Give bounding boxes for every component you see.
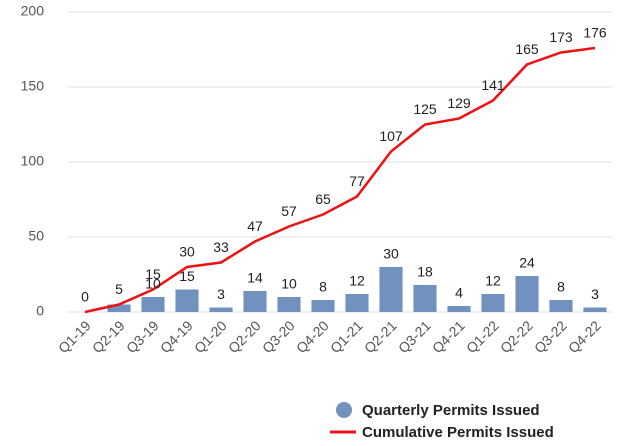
bar	[413, 285, 437, 312]
bar	[311, 300, 335, 312]
y-tick-label: 150	[21, 78, 45, 94]
y-tick-label: 50	[28, 228, 44, 244]
line-label: 141	[481, 77, 505, 93]
legend-label: Cumulative Permits Issued	[362, 424, 554, 441]
x-tick-label: Q3-19	[123, 317, 162, 356]
line-label: 125	[413, 101, 437, 117]
y-tick-label: 100	[21, 153, 45, 169]
x-tick-label: Q3-22	[531, 317, 570, 356]
bar	[345, 294, 369, 312]
line-label: 47	[247, 218, 263, 234]
bar	[277, 297, 301, 312]
x-tick-label: Q1-21	[327, 317, 366, 356]
bar	[515, 276, 539, 312]
legend-marker	[336, 402, 352, 418]
x-tick-label: Q4-19	[157, 317, 196, 356]
x-tick-label: Q1-22	[463, 317, 502, 356]
x-tick-label: Q2-20	[225, 317, 264, 356]
y-tick-label: 200	[21, 3, 45, 19]
bar	[379, 267, 403, 312]
legend-label: Quarterly Permits Issued	[362, 402, 540, 419]
line-label: 57	[281, 203, 297, 219]
x-tick-label: Q1-19	[55, 317, 94, 356]
bar-label: 24	[519, 255, 535, 271]
x-tick-label: Q4-20	[293, 317, 332, 356]
bar-label: 12	[349, 273, 365, 289]
bar	[583, 307, 607, 312]
line-label: 15	[145, 266, 161, 282]
bar-label: 30	[383, 246, 399, 262]
line-label: 65	[315, 191, 331, 207]
line-label: 33	[213, 239, 229, 255]
bar	[209, 307, 233, 312]
bar-label: 14	[247, 270, 263, 286]
line-label: 176	[583, 25, 607, 41]
bar	[481, 294, 505, 312]
bar-label: 3	[217, 286, 225, 302]
x-tick-label: Q4-22	[565, 317, 604, 356]
x-tick-label: Q3-20	[259, 317, 298, 356]
y-tick-label: 0	[36, 303, 44, 319]
line-label: 173	[549, 29, 573, 45]
bar-label: 3	[591, 286, 599, 302]
bar-label: 18	[417, 264, 433, 280]
bar-label: 12	[485, 273, 501, 289]
bar	[175, 289, 199, 312]
line-label: 5	[115, 281, 123, 297]
bar	[243, 291, 267, 312]
bar	[549, 300, 573, 312]
bar	[107, 304, 131, 312]
x-tick-label: Q1-20	[191, 317, 230, 356]
bar-label: 4	[455, 285, 463, 301]
bar-label: 8	[319, 279, 327, 295]
line-label: 107	[379, 128, 403, 144]
bar-label: 8	[557, 279, 565, 295]
x-tick-label: Q2-19	[89, 317, 128, 356]
bar	[141, 297, 165, 312]
line-label: 129	[447, 95, 471, 111]
line-label: 0	[81, 289, 89, 305]
x-tick-label: Q3-21	[395, 317, 434, 356]
line-label: 30	[179, 244, 195, 260]
x-tick-label: Q4-21	[429, 317, 468, 356]
bar-label: 10	[281, 276, 297, 292]
bar-label: 15	[179, 268, 195, 284]
line-label: 165	[515, 41, 539, 57]
bar-label: 10	[145, 276, 161, 292]
line-label: 77	[349, 173, 365, 189]
x-tick-label: Q2-22	[497, 317, 536, 356]
bar	[447, 306, 471, 312]
line	[84, 46, 596, 314]
x-tick-label: Q2-21	[361, 317, 400, 356]
